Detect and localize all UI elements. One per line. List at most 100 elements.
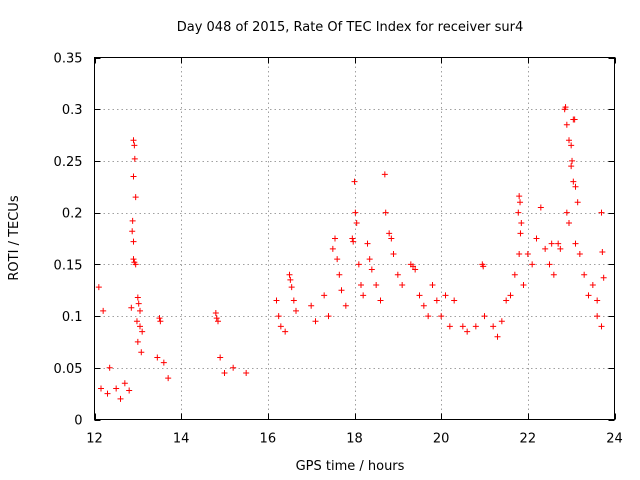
data-point [134,338,141,345]
data-point [446,323,453,330]
data-point [542,245,549,252]
data-point [548,240,555,247]
data-point [126,387,133,394]
data-point [129,217,136,224]
data-point [568,142,575,149]
data-point [566,137,572,144]
data-point [366,256,373,263]
data-point [132,261,139,268]
data-point [360,292,367,299]
data-point [425,313,432,320]
data-point [138,349,145,356]
data-point [364,240,371,247]
data-point [568,163,575,170]
data-point [349,235,356,242]
data-points [95,104,607,402]
data-point [399,282,406,289]
data-point [498,318,505,325]
data-point [515,209,522,216]
data-point [137,307,143,314]
data-point [137,323,143,330]
data-point [221,369,228,376]
data-point [381,171,388,178]
data-point [571,116,578,123]
data-point [410,263,416,270]
data-point [481,313,488,320]
data-point [312,318,319,325]
data-point [511,271,518,278]
data-point [598,209,605,216]
x-axis-label: GPS time / hours [296,459,405,474]
data-point [600,274,607,281]
data-point [130,137,137,144]
x-tick-label: 14 [173,432,190,447]
data-point [433,297,440,304]
data-point [128,304,135,311]
data-point [352,209,359,216]
data-point [438,313,445,320]
data-point [293,307,299,314]
data-point [386,230,393,237]
data-point [351,178,358,185]
data-point [572,183,579,190]
data-point [563,121,570,128]
chart-title: Day 048 of 2015, Rate Of TEC Index for r… [177,20,524,35]
data-point [353,219,360,226]
data-point [516,251,523,258]
data-point [130,238,137,245]
data-point [507,292,514,299]
y-tick-label: 0.3 [62,103,83,118]
data-point [139,328,146,335]
data-point [533,235,540,242]
axis-ticks: 12 14 16 18 20 22 24 0 0.05 0.1 0.15 0.2 0.25 0.3 0.35 [54,52,623,447]
data-point [585,292,592,299]
data-point [131,155,138,162]
data-point [451,297,458,304]
data-point [480,263,487,270]
x-tick-label: 16 [260,432,277,447]
data-point [529,261,536,268]
data-point [420,302,427,309]
data-point [472,323,479,330]
data-point [213,315,220,322]
data-point [100,307,107,314]
data-point [132,194,139,201]
data-point [350,238,357,245]
data-point [517,199,524,206]
data-point [287,276,294,283]
data-point [338,287,345,294]
data-point [243,369,250,376]
data-point [286,271,293,278]
data-point [563,209,570,216]
x-tick-label: 20 [433,432,450,447]
data-point [160,359,167,366]
data-point [157,318,164,325]
data-point [282,328,289,335]
y-tick-label: 0.25 [54,155,83,170]
y-tick-label: 0.2 [62,207,83,222]
data-point [520,282,527,289]
data-point [412,266,419,273]
data-point [390,251,397,258]
data-point [490,323,497,330]
data-point [599,248,606,255]
data-point [230,364,237,371]
data-point [581,271,588,278]
data-point [518,219,525,226]
data-point [516,193,523,200]
data-point [566,219,572,226]
data-point [113,385,120,392]
data-point [416,292,423,299]
data-point [569,157,576,164]
plot-frame [94,57,615,420]
data-point [377,297,384,304]
data-point [494,333,501,340]
y-tick-label: 0.05 [54,362,83,377]
data-point [321,292,328,299]
data-point [98,385,104,392]
x-tick-label: 18 [346,432,363,447]
y-tick-label: 0 [74,414,82,429]
data-point [131,142,138,149]
data-point [546,261,553,268]
data-point [329,245,336,252]
